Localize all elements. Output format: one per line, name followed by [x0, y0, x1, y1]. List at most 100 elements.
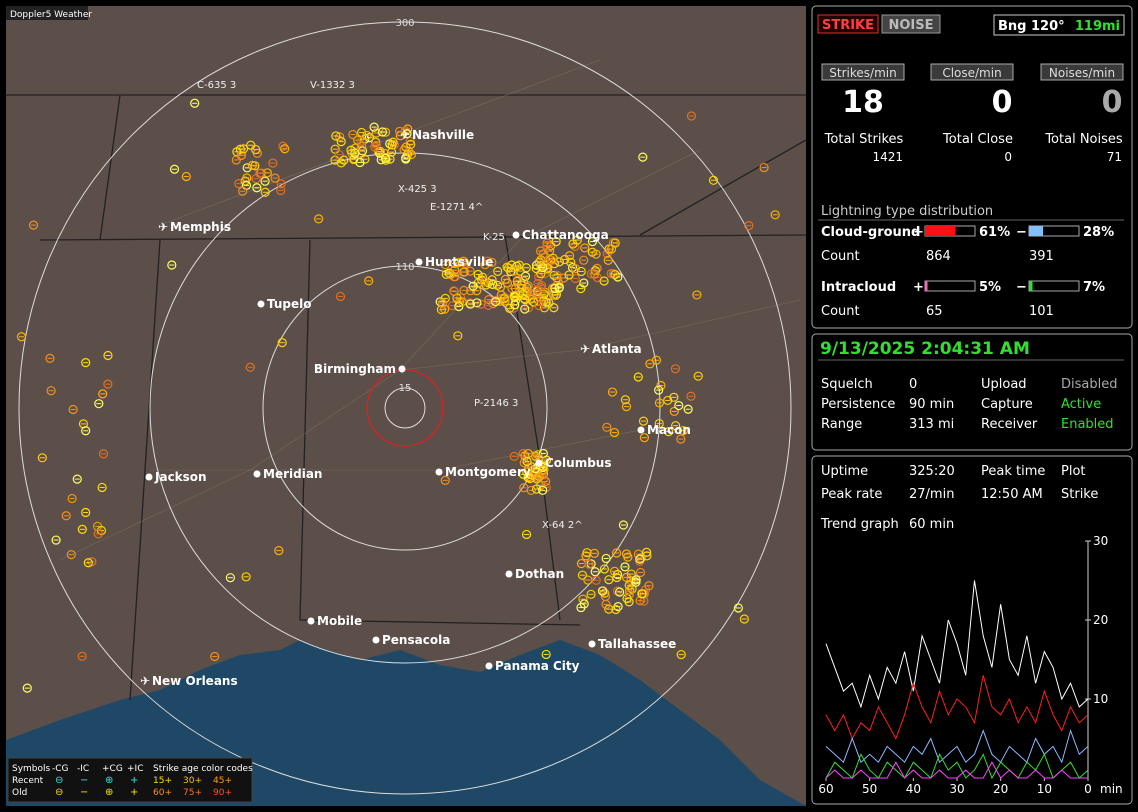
strike-symbol [81, 426, 91, 436]
city-dot [145, 473, 153, 481]
city-label: Montgomery [445, 465, 531, 479]
total-value: 1421 [872, 150, 903, 164]
strike-symbol [590, 567, 600, 577]
strike-symbol [635, 554, 645, 564]
strike-symbol [245, 362, 255, 372]
age-code: 45+ [213, 776, 232, 786]
strike-symbol [674, 400, 684, 411]
strike-symbol [514, 260, 524, 270]
strike-symbol [260, 187, 270, 197]
strike-symbol [268, 158, 278, 168]
x-axis-label: min [1100, 782, 1123, 796]
stat-value: Plot [1061, 464, 1086, 479]
strike-symbol [599, 276, 609, 286]
city-label: Atlanta [592, 342, 642, 356]
strike-symbol [678, 425, 688, 436]
strike-symbol [483, 278, 494, 288]
city-dot [588, 640, 596, 648]
count: 864 [926, 249, 951, 264]
strike-symbol [16, 332, 27, 342]
rate-button [821, 63, 905, 81]
strike-symbol [480, 259, 490, 270]
strike-symbol [770, 210, 780, 220]
city-label: Chattanooga [522, 228, 609, 242]
strike-symbol [369, 122, 379, 132]
age-code: 90+ [213, 788, 232, 798]
x-tick-label: 40 [906, 782, 921, 796]
strike-symbol [314, 214, 324, 224]
strike-symbol [97, 482, 107, 493]
strike-symbol [493, 266, 503, 276]
count: 65 [926, 304, 943, 319]
strike-symbol [633, 372, 643, 382]
label: +IC [127, 764, 143, 774]
strike-symbol [534, 472, 544, 482]
strike-symbol [587, 236, 598, 247]
rate-button-label: Noises/min [1049, 66, 1115, 80]
legend-symbol: ⊕ [105, 775, 113, 786]
strike-symbol [46, 386, 56, 396]
strike-symbol [336, 158, 346, 168]
strike-button-label: STRIKE [822, 18, 874, 33]
trend-span: 60 min [909, 517, 954, 532]
app-title: Doppler5 Weather [10, 10, 92, 20]
strike-symbol [83, 558, 93, 568]
strike-symbol [371, 128, 381, 138]
strike-label: E-1271 4^ [430, 202, 483, 213]
label: Old [12, 788, 27, 798]
stat-label: Peak time [981, 464, 1045, 479]
label: -IC [77, 764, 89, 774]
rate-button [1040, 63, 1124, 81]
stat-value: 325:20 [909, 464, 955, 479]
strike-symbol [611, 604, 621, 615]
strike-symbol [513, 275, 523, 285]
trend-line [825, 753, 1089, 780]
strike-symbol [447, 301, 458, 311]
strike-symbol [645, 359, 655, 369]
x-tick-label: 20 [993, 782, 1008, 796]
strike-label: K-25 [483, 232, 505, 243]
sign: + [913, 225, 924, 240]
city-dot [512, 231, 520, 239]
strike-symbol [356, 127, 367, 138]
city-label: Mobile [317, 614, 362, 628]
strike-symbol [460, 258, 470, 268]
strike-symbol [77, 651, 87, 661]
city-label: Panama City [495, 659, 580, 673]
strike-symbol [440, 293, 450, 304]
strike-symbol [465, 299, 475, 309]
strike-symbol [544, 298, 554, 308]
strike-symbol [759, 162, 769, 173]
strike-symbol [364, 276, 374, 286]
airport-icon: ✈ [580, 342, 590, 356]
bearing-box [993, 14, 1125, 36]
sign: + [913, 280, 924, 295]
strike-symbol [584, 559, 594, 569]
strike-symbol [624, 597, 634, 607]
percent: 61% [979, 225, 1010, 240]
strike-symbol [251, 144, 261, 155]
strike-symbol [586, 589, 596, 599]
strike-label: X-64 2^ [542, 520, 583, 531]
strike-symbol [515, 266, 525, 276]
strike-symbol [566, 257, 576, 267]
strike-symbol [654, 418, 664, 429]
strike-symbol [348, 129, 358, 140]
strike-symbol [524, 463, 534, 473]
strike-symbol [535, 246, 546, 256]
strike-symbol [247, 160, 258, 170]
strike-symbol [559, 273, 569, 283]
strike-symbol [465, 266, 475, 276]
legend-symbol: ⊖ [55, 775, 63, 786]
strike-symbol [536, 283, 546, 293]
strike-symbol [539, 303, 549, 313]
strike-symbol [360, 154, 370, 164]
x-tick-label: 30 [949, 782, 964, 796]
city-label: Meridian [263, 467, 322, 481]
stat-value: Strike [1061, 487, 1098, 502]
strike-symbol [510, 300, 520, 310]
strike-symbol [103, 350, 113, 361]
total-label: Total Close [942, 132, 1013, 147]
strike-symbol [487, 279, 498, 289]
